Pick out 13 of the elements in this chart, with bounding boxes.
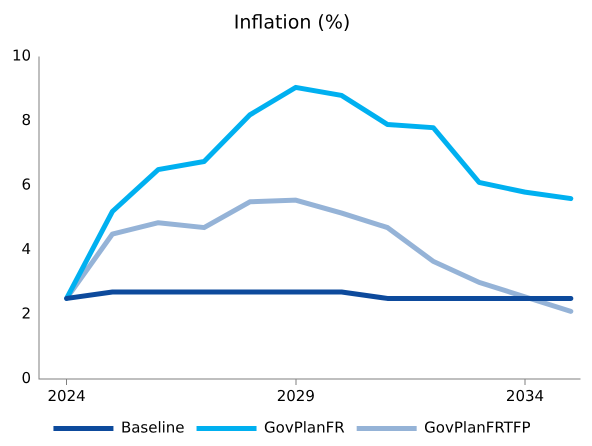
- y-tick-label: 10: [12, 46, 32, 65]
- y-tick-label: 2: [22, 304, 32, 322]
- y-tick-label: 8: [22, 111, 32, 130]
- chart-title: Inflation (%): [234, 11, 350, 34]
- y-tick-label: 4: [22, 240, 32, 258]
- y-tick-label: 0: [22, 368, 32, 387]
- x-tick-label: 2024: [47, 386, 86, 405]
- x-tick-label: 2034: [506, 386, 544, 405]
- y-tick-label: 6: [22, 176, 32, 194]
- x-tick-label: 2029: [276, 386, 315, 405]
- legend-label: Baseline: [120, 418, 185, 436]
- legend-label: GovPlanFR: [264, 418, 345, 436]
- legend-label: GovPlanFRTFP: [424, 418, 531, 436]
